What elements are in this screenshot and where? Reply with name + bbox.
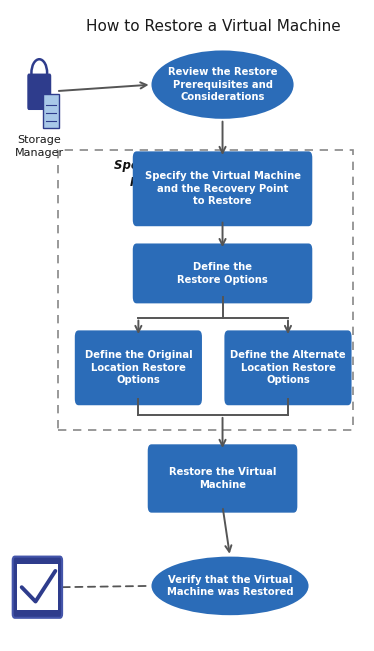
Ellipse shape bbox=[151, 51, 294, 118]
Text: Define the Original
Location Restore
Options: Define the Original Location Restore Opt… bbox=[85, 350, 192, 385]
FancyBboxPatch shape bbox=[224, 331, 352, 405]
Text: Define the Alternate
Location Restore
Options: Define the Alternate Location Restore Op… bbox=[230, 350, 346, 385]
Text: Specify the Virtual Machine
and the Recovery Point
to Restore: Specify the Virtual Machine and the Reco… bbox=[144, 171, 301, 206]
Bar bbox=[58, 150, 353, 430]
Text: Verify that the Virtual
Machine was Restored: Verify that the Virtual Machine was Rest… bbox=[167, 575, 293, 597]
FancyBboxPatch shape bbox=[148, 444, 297, 513]
FancyBboxPatch shape bbox=[27, 74, 51, 110]
FancyBboxPatch shape bbox=[133, 243, 312, 303]
Text: Storage
Manager: Storage Manager bbox=[15, 135, 64, 158]
Circle shape bbox=[31, 59, 47, 87]
Ellipse shape bbox=[151, 557, 309, 615]
Text: Restore the Virtual
Machine: Restore the Virtual Machine bbox=[169, 467, 276, 490]
Text: Review the Restore
Prerequisites and
Considerations: Review the Restore Prerequisites and Con… bbox=[168, 67, 277, 102]
FancyBboxPatch shape bbox=[75, 331, 202, 405]
FancyBboxPatch shape bbox=[43, 94, 59, 128]
FancyBboxPatch shape bbox=[133, 152, 312, 227]
FancyBboxPatch shape bbox=[13, 557, 62, 618]
Text: Specify the Virtual Machine
Information to Restore: Specify the Virtual Machine Information … bbox=[114, 159, 297, 189]
Text: Define the
Restore Options: Define the Restore Options bbox=[177, 262, 268, 284]
Text: How to Restore a Virtual Machine: How to Restore a Virtual Machine bbox=[86, 18, 341, 34]
FancyBboxPatch shape bbox=[17, 564, 58, 610]
